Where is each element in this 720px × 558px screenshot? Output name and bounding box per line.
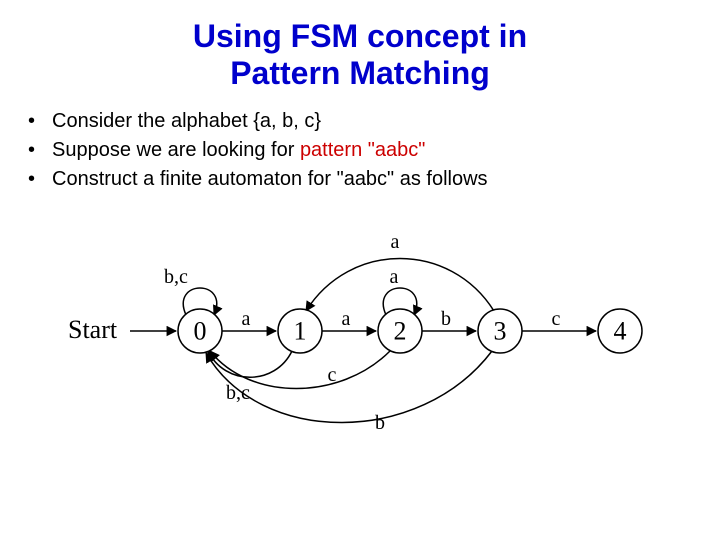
label-1-0: b,c <box>226 382 250 404</box>
node-1: 1 <box>278 309 322 353</box>
bullet-list: Consider the alphabet {a, b, c} Suppose … <box>28 110 720 191</box>
label-2-self: a <box>390 266 399 288</box>
bullet-1-text: Consider the alphabet {a, b, c} <box>52 110 321 132</box>
slide-title: Using FSM concept in Pattern Matching <box>0 18 720 92</box>
fsm-svg: 0 1 2 3 4 a a b c b,c a b,c c b a <box>0 201 720 481</box>
label-2-3: b <box>441 308 451 330</box>
bullet-2-text-b: pattern "aabc" <box>300 139 425 161</box>
node-2: 2 <box>378 309 422 353</box>
node-0: 0 <box>178 309 222 353</box>
bullet-1: Consider the alphabet {a, b, c} <box>28 110 720 133</box>
node-3: 3 <box>478 309 522 353</box>
bullet-3: Construct a finite automaton for "aabc" … <box>28 168 720 191</box>
node-1-label: 1 <box>294 316 307 345</box>
label-2-0: c <box>328 364 337 386</box>
label-3-1: a <box>391 231 400 253</box>
label-3-0: b <box>375 412 385 434</box>
label-0-self: b,c <box>164 266 188 288</box>
title-line-2: Pattern Matching <box>230 55 490 91</box>
label-1-2: a <box>342 308 351 330</box>
node-2-label: 2 <box>394 316 407 345</box>
label-0-1: a <box>242 308 251 330</box>
node-4-label: 4 <box>614 316 627 345</box>
fsm-diagram: Start 0 1 <box>0 201 720 481</box>
bullet-2: Suppose we are looking for pattern "aabc… <box>28 139 720 162</box>
label-3-4: c <box>552 308 561 330</box>
node-4: 4 <box>598 309 642 353</box>
title-line-1: Using FSM concept in <box>193 18 527 54</box>
bullet-2-text-a: Suppose we are looking for <box>52 139 300 161</box>
bullet-3-text: Construct a finite automaton for "aabc" … <box>52 168 488 190</box>
node-0-label: 0 <box>194 316 207 345</box>
node-3-label: 3 <box>494 316 507 345</box>
edge-3-1 <box>306 258 494 311</box>
